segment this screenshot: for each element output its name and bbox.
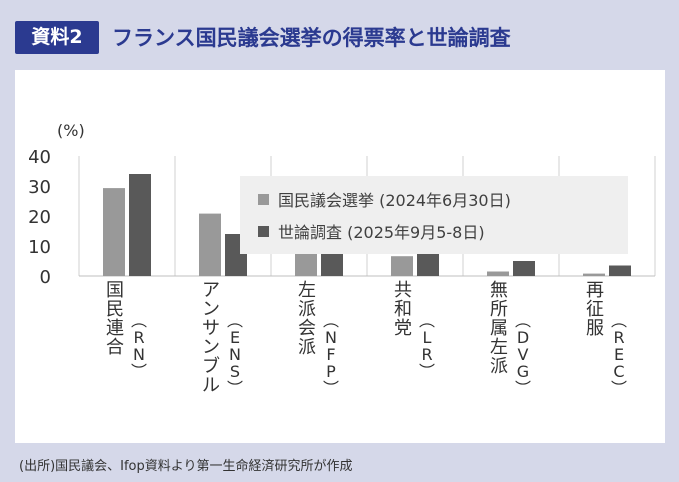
bar-election-0 — [103, 188, 125, 276]
y-axis-label: (%) — [57, 121, 85, 140]
bar-election-4 — [487, 271, 509, 276]
bar-poll-0 — [129, 174, 151, 276]
x-category-abbr-3: ︵ L R ︶ — [419, 311, 435, 381]
x-category-name-0: 国民連合 — [106, 280, 124, 358]
x-category-name-5: 再征服 — [586, 280, 604, 339]
chart-legend: 国民議会選挙 (2024年6月30日) 世論調査 (2025年9月5-8日) — [240, 176, 628, 254]
y-tick-label: 30 — [28, 177, 51, 198]
x-category-name-2: 左派会派 — [298, 280, 316, 358]
page-title: フランス国民議会選挙の得票率と世論調査 — [112, 26, 511, 50]
legend-label-poll: 世論調査 (2025年9月5-8日) — [278, 223, 485, 242]
x-category-abbr-2: ︵ N F P ︶ — [323, 311, 339, 398]
x-category-abbr-1: ︵ E N S ︶ — [227, 311, 243, 398]
bar-election-5 — [583, 273, 605, 276]
source-note: (出所)国民議会、Ifop資料より第一生命経済研究所が作成 — [19, 459, 353, 474]
legend-swatch-election — [258, 193, 269, 205]
figure-badge: 資料2 — [15, 21, 99, 54]
legend-item-election: 国民議会選挙 (2024年6月30日) — [258, 184, 511, 214]
bar-poll-4 — [513, 261, 535, 276]
bar-election-3 — [391, 256, 413, 276]
bar-poll-5 — [609, 265, 631, 276]
y-tick-label: 20 — [28, 207, 51, 228]
chart-panel: (%) 0 10 20 30 40 国民連合 ︵ R N ︶ アンサンブル ︵ E N S ︶ 左派会派 ︵ N F P ︶… — [15, 70, 665, 443]
x-category-name-1: アンサンブル — [202, 280, 220, 396]
y-tick-label: 0 — [40, 267, 51, 288]
y-tick-label: 40 — [28, 147, 51, 168]
y-tick-label: 10 — [28, 237, 51, 258]
bar-election-1 — [199, 213, 221, 276]
legend-label-election: 国民議会選挙 (2024年6月30日) — [278, 191, 511, 210]
x-category-name-3: 共和党 — [394, 280, 412, 339]
x-category-abbr-4: ︵ D V G ︶ — [515, 311, 531, 398]
bar-chart: (%) 0 10 20 30 40 国民連合 ︵ R N ︶ アンサンブル ︵ E N S ︶ 左派会派 ︵ N F P ︶… — [28, 121, 656, 398]
legend-item-poll: 世論調査 (2025年9月5-8日) — [258, 216, 485, 246]
x-category-abbr-5: ︵ R E C ︶ — [611, 311, 627, 398]
x-category-name-4: 無所属左派 — [490, 280, 508, 377]
header: 資料2 フランス国民議会選挙の得票率と世論調査 — [0, 0, 679, 68]
legend-swatch-poll — [258, 225, 269, 237]
x-category-abbr-0: ︵ R N ︶ — [131, 311, 147, 381]
